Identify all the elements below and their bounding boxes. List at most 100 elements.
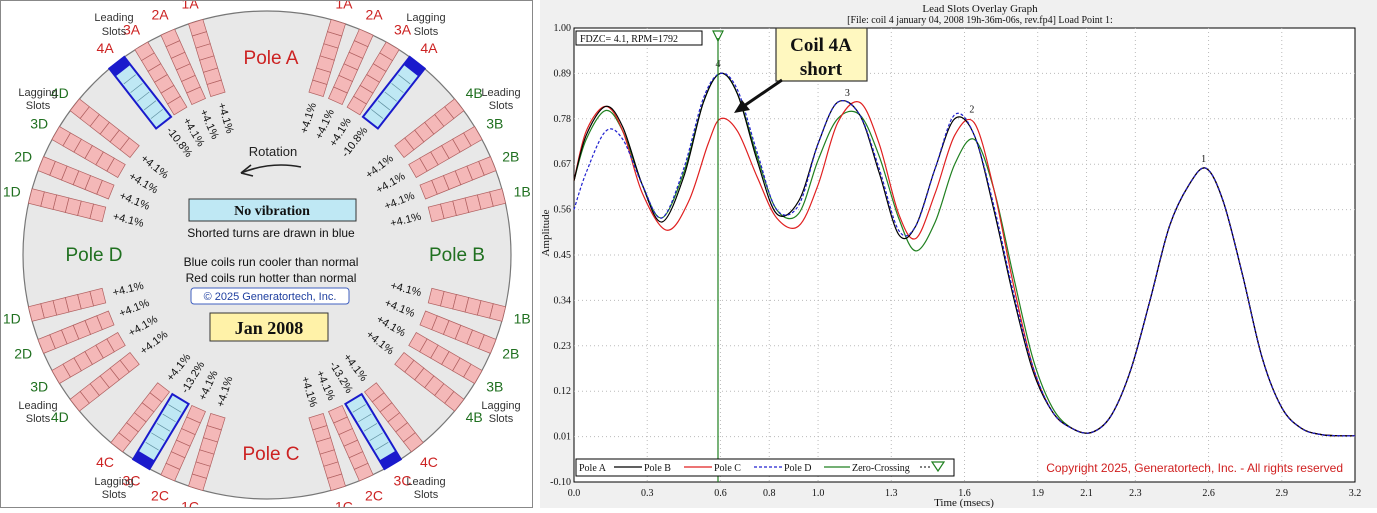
- coil-slot: [188, 19, 226, 97]
- slot-label: 2C: [151, 487, 169, 503]
- rotation-arrowhead-icon: [240, 164, 254, 177]
- x-tick-label: 0.3: [641, 488, 654, 499]
- y-tick-label: 0.45: [554, 250, 572, 261]
- leading-slots-label-bl: Leading Slots: [18, 400, 57, 425]
- slot-label: 3B: [486, 116, 503, 132]
- rotation-arrow-icon: [240, 164, 302, 174]
- x-tick-label: 3.2: [1349, 488, 1362, 499]
- zero-crossing-marker-icon: [712, 30, 724, 43]
- slot-label: 1D: [3, 311, 21, 327]
- coil-slot: [37, 310, 115, 354]
- rotation-label: Rotation: [249, 144, 297, 159]
- coil-slot: [344, 392, 403, 471]
- coil-slot: [51, 332, 126, 384]
- fdzc-box: [575, 30, 703, 46]
- x-tick-label: 2.6: [1202, 488, 1215, 499]
- lagging-slots-label-tr: Lagging Slots: [406, 12, 445, 38]
- coil-slot: [308, 413, 346, 491]
- slot-label: 4B: [466, 409, 483, 425]
- coil-slot: [27, 188, 107, 223]
- slot-label: 2B: [502, 346, 519, 362]
- pole-a-label: Pole A: [244, 48, 299, 69]
- no-vibration-text: No vibration: [234, 204, 310, 219]
- y-axis-label: Amplitude: [540, 209, 552, 256]
- slot-label: 4C: [420, 454, 438, 470]
- hotter-note: Red coils run hotter than normal: [186, 271, 357, 285]
- leading-slots-label-b: Leading Slots: [406, 476, 445, 501]
- slot-label: 3A: [123, 22, 141, 38]
- zero-crossing-layer: [712, 30, 724, 482]
- graph-copyright: Copyright 2025, Generatortech, Inc. - Al…: [1046, 461, 1343, 475]
- coil-slot: [51, 126, 126, 178]
- slot-label: 4B: [466, 85, 483, 101]
- copyright-box: [190, 287, 350, 305]
- coil-slot: [346, 41, 400, 116]
- peak-label: 2: [969, 105, 974, 116]
- x-tick-label: 0.6: [714, 488, 727, 499]
- slot-label: 1D: [3, 183, 21, 199]
- coil-slot: [160, 404, 206, 482]
- callout-arrowhead-icon: [734, 100, 750, 113]
- coil-slot: [107, 55, 173, 130]
- no-vibration-box: [188, 198, 357, 222]
- callout-box: [775, 27, 868, 82]
- lagging-slots-label-br: Lagging Slots: [481, 400, 520, 425]
- slot-label: 4C: [96, 454, 114, 470]
- x-tick-label: 1.6: [958, 488, 971, 499]
- slot-label: 3A: [394, 22, 412, 38]
- y-tick-label: 0.67: [554, 159, 572, 170]
- overlay-graph-panel: Lead Slots Overlay Graph [File: coil 4 j…: [540, 0, 1377, 509]
- coil-slot: [188, 413, 226, 491]
- legend-item: Pole B: [644, 463, 671, 474]
- slot-label: 4D: [51, 409, 69, 425]
- cooler-note: Blue coils run cooler than normal: [184, 255, 359, 269]
- legend-zero-crossing-icon: [930, 461, 946, 473]
- x-axis-label: Time (msecs): [934, 497, 994, 508]
- coil-slot: [408, 126, 483, 178]
- coil-slot: [419, 156, 497, 200]
- overlay-graph: Lead Slots Overlay Graph [File: coil 4 j…: [540, 3, 1361, 509]
- coil-slot: [427, 287, 507, 322]
- coil-slot: [308, 19, 346, 97]
- shorted-note: Shorted turns are drawn in blue: [187, 226, 355, 240]
- rotor-disc: [22, 10, 512, 500]
- coil-slot: [37, 156, 115, 200]
- slot-label: 1B: [514, 311, 531, 327]
- graph-subtitle: [File: coil 4 january 04, 2008 19h-36m-0…: [847, 15, 1113, 26]
- slot-label: 3C: [123, 472, 141, 488]
- coil-slot: [131, 392, 190, 471]
- coil-slot: [69, 352, 140, 412]
- slot-label: 1B: [514, 183, 531, 199]
- slot-label: 4D: [51, 85, 69, 101]
- pole-b-label: Pole B: [429, 245, 485, 266]
- coil-slot: [27, 287, 107, 322]
- slot-label: 3B: [486, 379, 503, 395]
- slot-label: 3D: [30, 379, 48, 395]
- coil-slot: [134, 41, 188, 116]
- plot-area: [573, 27, 1356, 483]
- slot-label: 1C: [181, 499, 199, 508]
- coil-slot: [364, 382, 424, 453]
- tick-layer: -0.100.010.120.230.340.450.560.670.780.8…: [550, 23, 1361, 499]
- y-tick-label: 0.34: [554, 295, 572, 306]
- coil-slot: [328, 404, 374, 482]
- y-tick-label: 1.00: [554, 23, 572, 34]
- date-text: Jan 2008: [235, 318, 304, 338]
- y-tick-label: -0.10: [550, 477, 571, 488]
- legend-item: Zero-Crossing: [852, 463, 910, 474]
- y-tick-label: 0.78: [554, 114, 572, 125]
- pole-c-label: Pole C: [242, 444, 299, 465]
- slot-label: 2B: [502, 149, 519, 165]
- peak-label: 1: [1201, 154, 1206, 165]
- peak-label: 3: [845, 88, 850, 99]
- coil-slot: [419, 310, 497, 354]
- series-layer: 4321: [573, 59, 1356, 437]
- x-tick-label: 1.9: [1031, 488, 1044, 499]
- slot-label-layer: 1A2A3A4A1A2A3A4A4B3B2B1B4D3D2D1D1B2B3B4B…: [3, 0, 531, 513]
- slot-label: 4A: [420, 40, 438, 56]
- slot-label: 2A: [151, 7, 169, 23]
- legend-item: Pole C: [714, 463, 741, 474]
- pole-d-label: Pole D: [65, 245, 122, 266]
- y-tick-label: 0.23: [554, 341, 572, 352]
- fdzc-text: FDZC= 4.1, RPM=1792: [580, 34, 678, 45]
